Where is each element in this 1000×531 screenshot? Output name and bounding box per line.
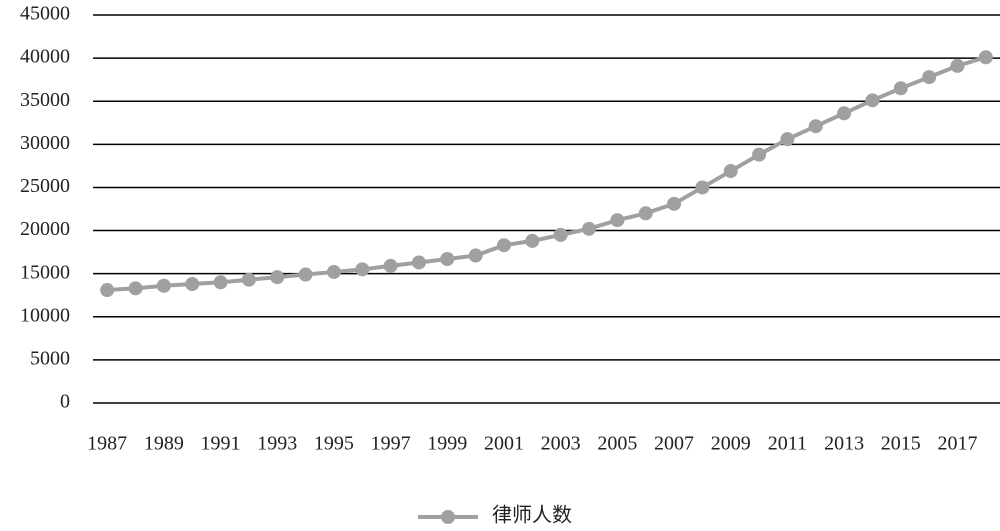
point [667, 196, 682, 211]
point [553, 227, 568, 242]
y-tick-label: 30000 [20, 132, 70, 154]
point [156, 278, 171, 293]
legend-label: 律师人数 [492, 504, 572, 527]
x-tick-label: 1991 [201, 433, 241, 455]
x-tick-label: 2001 [484, 433, 524, 455]
point [865, 93, 880, 108]
point [723, 164, 738, 179]
x-tick-label: 1989 [144, 433, 184, 455]
y-tick-label: 35000 [20, 89, 70, 111]
point [808, 119, 823, 134]
point [837, 106, 852, 121]
point [411, 255, 426, 270]
x-tick-label: 1993 [257, 433, 297, 455]
point [241, 272, 256, 287]
point [213, 275, 228, 290]
x-tick-label: 2009 [711, 433, 751, 455]
point [100, 283, 115, 298]
point [440, 252, 455, 267]
x-tick-label: 2007 [654, 433, 694, 455]
legend-marker [441, 510, 455, 524]
series-line [107, 55, 987, 293]
point [695, 180, 710, 195]
point [355, 262, 370, 277]
x-tick-label: 1999 [427, 433, 467, 455]
x-tick-label: 1987 [87, 433, 127, 455]
y-tick-label: 25000 [20, 175, 70, 197]
point [922, 70, 937, 85]
y-tick-label: 45000 [20, 3, 70, 25]
y-tick-label: 0 [60, 391, 70, 413]
point [468, 248, 483, 263]
y-tick-label: 40000 [20, 46, 70, 68]
point [582, 221, 597, 236]
y-tick-label: 20000 [20, 218, 70, 240]
x-tick-label: 2017 [937, 433, 977, 455]
point [893, 81, 908, 96]
point [496, 238, 511, 253]
point [752, 147, 767, 162]
x-tick-label: 2011 [768, 433, 807, 455]
x-tick-label: 2005 [597, 433, 637, 455]
point [525, 233, 540, 248]
point [270, 270, 285, 285]
x-tick-label: 1995 [314, 433, 354, 455]
point [128, 281, 143, 296]
point [610, 213, 625, 228]
x-tick-label: 2013 [824, 433, 864, 455]
x-tick-label: 1997 [371, 433, 411, 455]
point [185, 277, 200, 292]
point [383, 258, 398, 273]
y-tick-label: 5000 [30, 347, 70, 369]
y-tick-label: 10000 [20, 304, 70, 326]
point [950, 58, 965, 73]
point [326, 264, 341, 279]
x-tick-label: 2003 [541, 433, 581, 455]
y-tick-label: 15000 [20, 261, 70, 283]
point [638, 206, 653, 221]
point [298, 267, 313, 282]
point [978, 50, 993, 65]
x-tick-label: 2015 [881, 433, 921, 455]
point [780, 132, 795, 147]
